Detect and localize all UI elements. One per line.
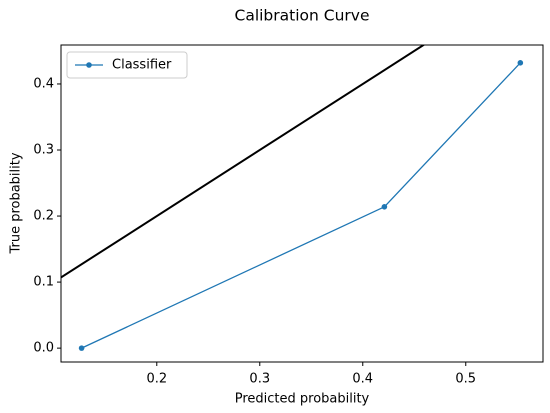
y-axis-label: True probability — [9, 152, 24, 254]
series-line — [81, 62, 521, 349]
legend-label: Classifier — [112, 58, 172, 73]
y-tick-label: 0.2 — [33, 209, 54, 224]
y-tick-label: 0.3 — [33, 143, 54, 158]
axes-frame — [60, 44, 544, 363]
chart-title: Calibration Curve — [235, 7, 370, 25]
x-tick-label: 0.2 — [146, 372, 167, 387]
x-tick-label: 0.3 — [249, 372, 270, 387]
point — [78, 345, 85, 351]
plot-area — [61, 45, 524, 351]
y-tick-label: 0.0 — [33, 341, 54, 356]
y-tick-label: 0.4 — [33, 76, 54, 91]
x-tick-label: 0.5 — [455, 372, 476, 387]
x-tick-label: 0.4 — [352, 372, 373, 387]
point — [381, 204, 388, 210]
x-axis-label: Predicted probability — [235, 392, 370, 407]
point — [517, 60, 524, 66]
y-tick-label: 0.1 — [33, 275, 54, 290]
legend-marker — [86, 62, 92, 68]
reference-line — [61, 45, 426, 279]
legend-box — [66, 51, 188, 79]
